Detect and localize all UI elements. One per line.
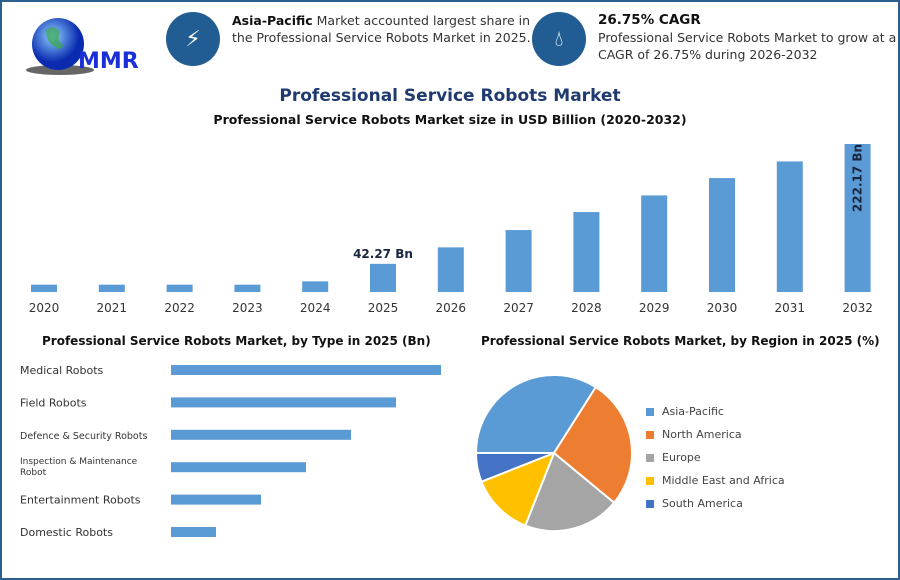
x-tick-label: 2029	[639, 301, 670, 315]
type-label: Field Robots	[20, 396, 87, 409]
bar-2027	[505, 230, 532, 292]
x-tick-label: 2022	[164, 301, 195, 315]
type-bar	[171, 462, 306, 473]
legend-item: Europe	[646, 446, 785, 469]
legend-item: South America	[646, 492, 785, 515]
legend-label: North America	[662, 428, 742, 441]
callout-bold: 26.75% CAGR	[598, 12, 701, 28]
bar-2021	[98, 284, 125, 292]
legend-label: South America	[662, 497, 743, 510]
type-bar	[171, 365, 441, 375]
x-tick-label: 2030	[707, 301, 738, 315]
lightning-icon: ⚡︎	[166, 12, 220, 66]
x-tick-label: 2024	[300, 301, 331, 315]
pie-slice-north-america	[552, 385, 633, 505]
bar-2020	[31, 284, 57, 292]
callout-region: ⚡︎ Asia-Pacific Market accounted largest…	[166, 12, 532, 66]
pie-slice-south-america	[474, 452, 555, 484]
legend-swatch	[646, 499, 654, 508]
x-tick-label: 2023	[232, 301, 263, 315]
type-bar	[171, 527, 216, 537]
svg-text:MMR: MMR	[78, 49, 139, 74]
legend-swatch	[646, 407, 654, 416]
type-label: Domestic Robots	[20, 526, 113, 539]
pie-slice-middle-east-and-africa	[480, 451, 556, 527]
data-label: 42.27 Bn	[353, 247, 413, 261]
callout-bold: Asia-Pacific	[232, 13, 313, 28]
type-chart: Medical Robots Field Robots Defence & Secu…	[20, 364, 441, 539]
pie-legend: Asia-Pacific North America Europe Middle Ea…	[646, 400, 785, 515]
x-tick-label: 2025	[368, 301, 399, 315]
legend-label: Europe	[662, 451, 701, 464]
mmr-logo: MMR	[26, 18, 139, 75]
x-tick-label: 2031	[775, 301, 806, 315]
pie-slice-europe	[523, 451, 616, 532]
region-pie	[474, 374, 633, 532]
chart-title: Professional Service Robots Market size …	[213, 112, 687, 127]
type-label: Entertainment Robots	[20, 494, 141, 507]
x-tick-label: 2027	[503, 301, 534, 315]
type-chart-title: Professional Service Robots Market, by T…	[42, 334, 431, 348]
legend-swatch	[646, 476, 654, 485]
page-title: Professional Service Robots Market	[279, 86, 621, 106]
bar-2030	[709, 178, 735, 292]
data-label: 222.17 Bn	[851, 144, 865, 212]
type-label: Defence & Security Robots	[20, 431, 147, 442]
legend-label: Asia-Pacific	[662, 405, 724, 418]
market-size-chart: 2020 2021 2022 2023 2024 2025 42.27 Bn 2026 2027…	[29, 144, 873, 315]
type-label: Inspection & Maintenance Robot	[20, 457, 138, 478]
type-bar	[171, 397, 396, 408]
legend-item: North America	[646, 423, 785, 446]
callout-text: Professional Service Robots Market to gr…	[598, 30, 897, 62]
bar-2024	[302, 281, 329, 292]
x-tick-label: 2032	[842, 301, 873, 315]
bar-2022	[166, 284, 193, 292]
x-tick-label: 2021	[97, 301, 128, 315]
legend-item: Middle East and Africa	[646, 469, 785, 492]
legend-label: Middle East and Africa	[662, 474, 785, 487]
region-chart-title: Professional Service Robots Market, by R…	[481, 334, 880, 348]
x-tick-label: 2020	[29, 301, 60, 315]
x-tick-label: 2026	[436, 301, 467, 315]
bar-2023	[234, 284, 261, 292]
legend-item: Asia-Pacific	[646, 400, 785, 423]
bar-2029	[641, 195, 668, 292]
x-tick-label: 2028	[571, 301, 602, 315]
callout-cagr: 💧︎ 26.75% CAGR Professional Service Robot…	[532, 12, 898, 66]
type-bar	[171, 494, 261, 505]
callout-text: Market accounted largest share in the Pr…	[232, 13, 531, 45]
legend-swatch	[646, 430, 654, 439]
bar-2031	[776, 161, 803, 292]
type-label: Medical Robots	[20, 364, 104, 377]
bar-2026	[437, 247, 464, 292]
type-bar	[171, 429, 351, 440]
drop-icon: 💧︎	[532, 12, 586, 66]
bar-2032	[844, 144, 871, 292]
legend-swatch	[646, 453, 654, 462]
bar-2028	[573, 212, 600, 292]
bar-2025	[370, 263, 396, 292]
